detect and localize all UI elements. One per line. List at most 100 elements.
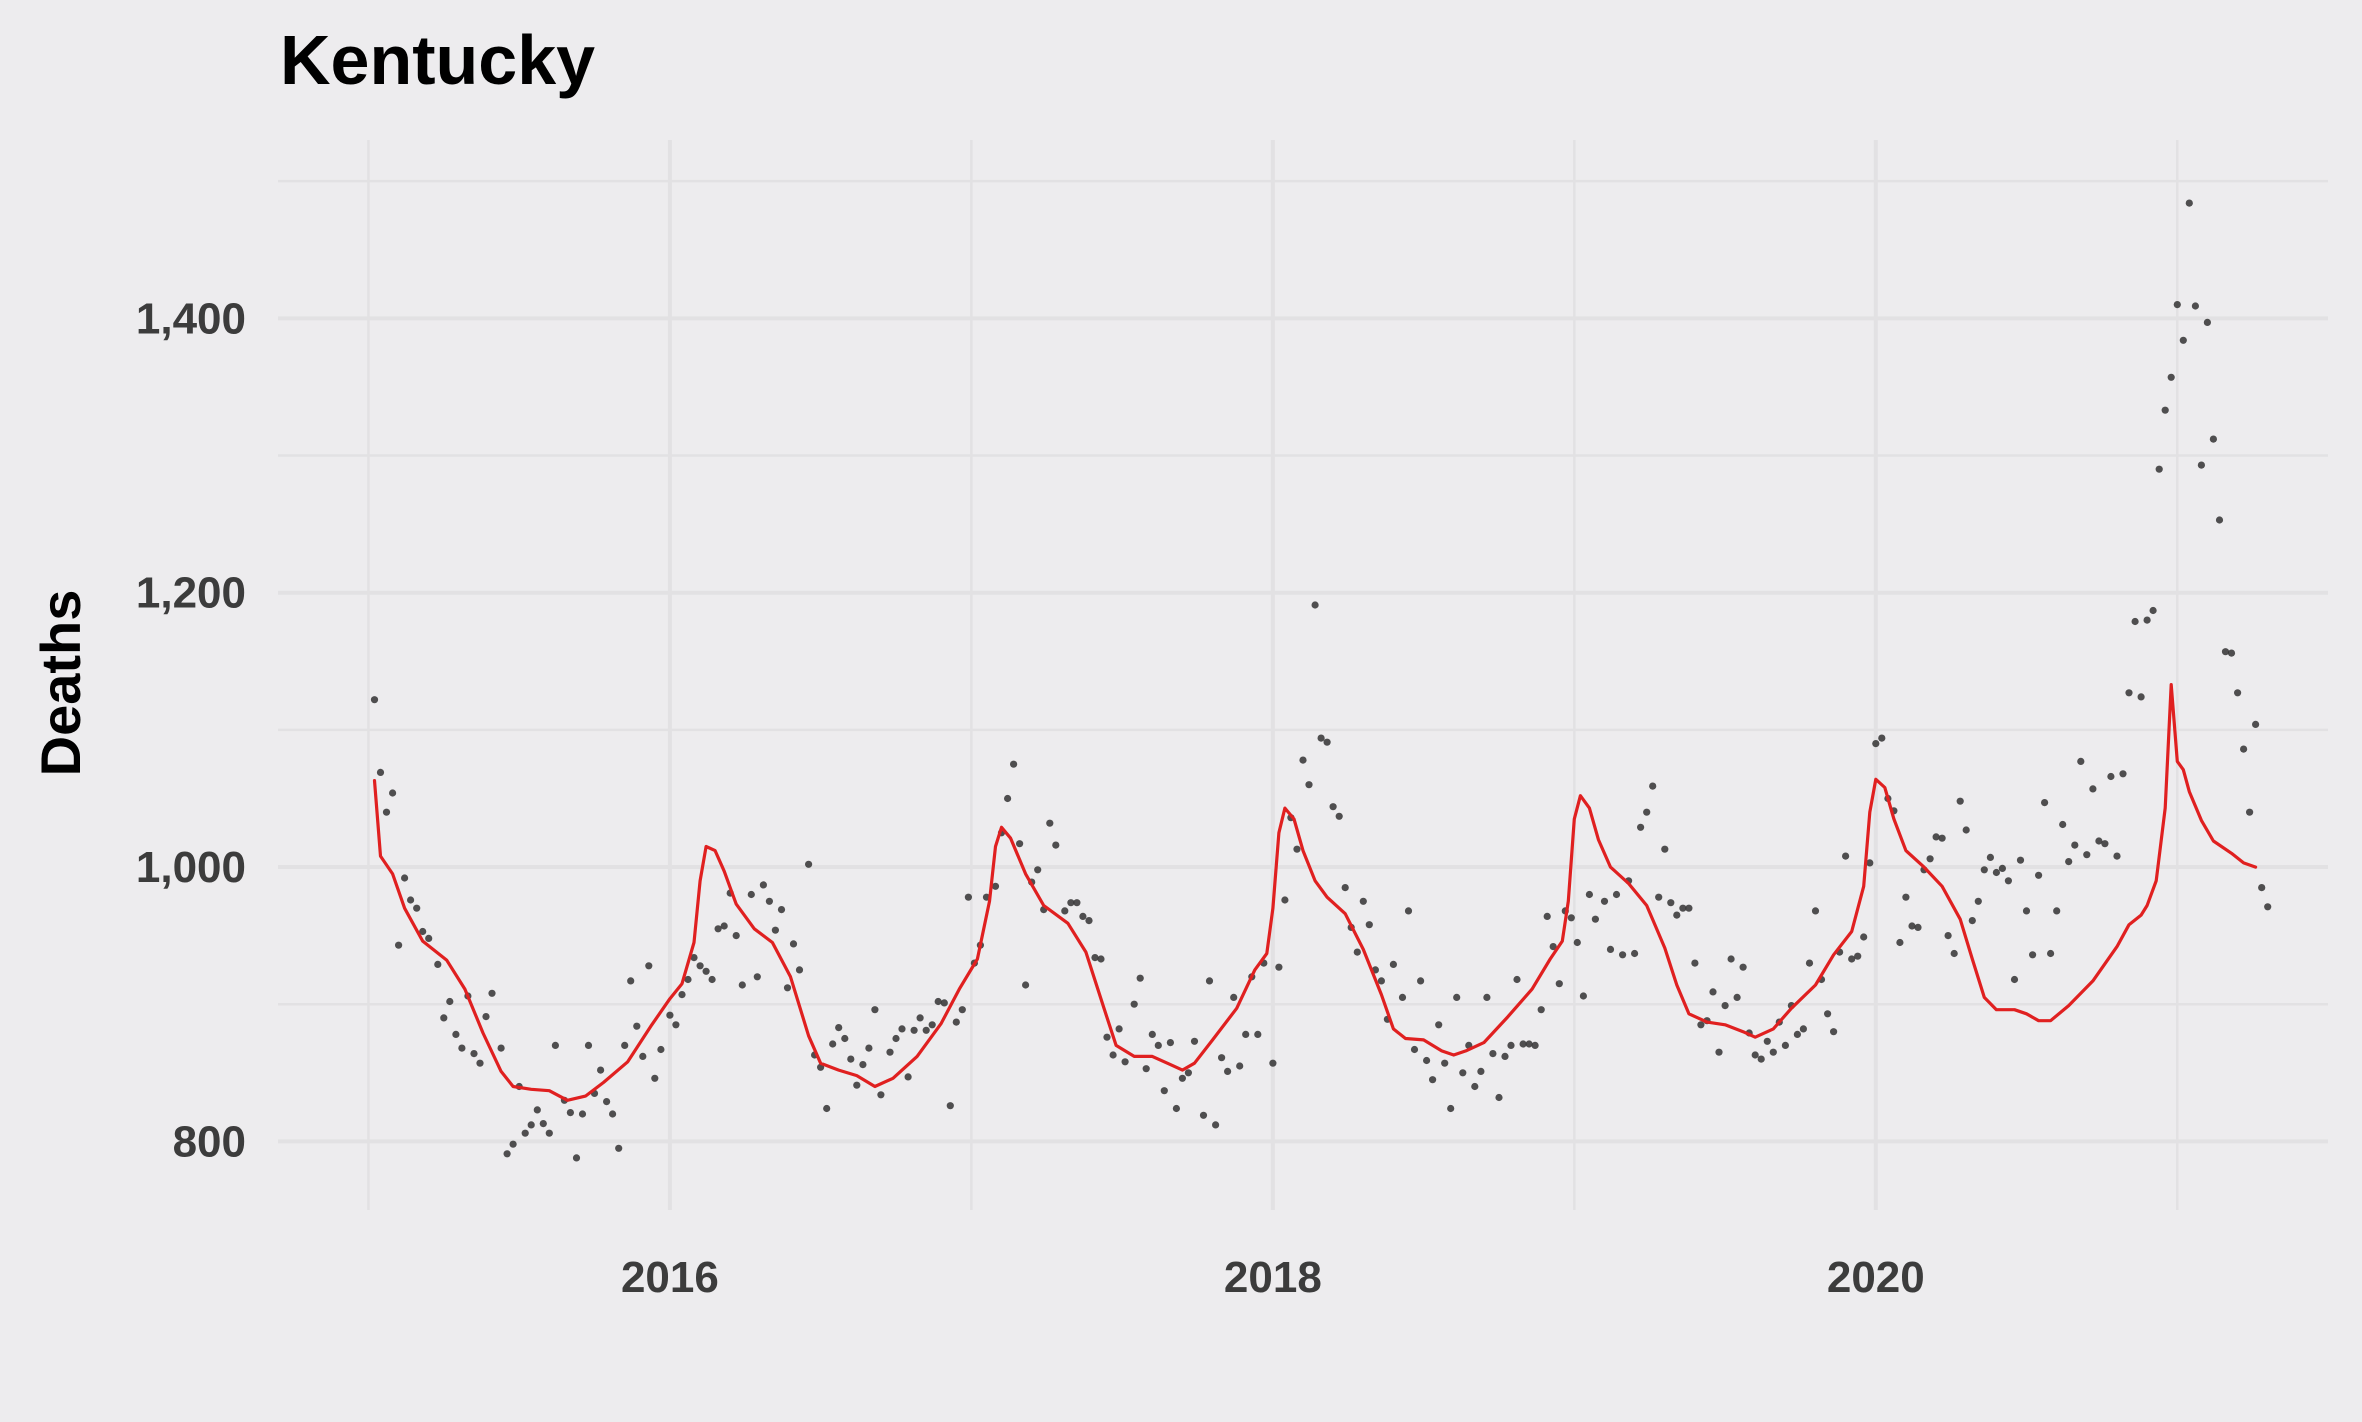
- data-point: [1600, 897, 1609, 905]
- data-point: [886, 1048, 894, 1056]
- data-point: [1275, 963, 1283, 971]
- data-point: [2053, 907, 2061, 915]
- data-point: [1160, 1087, 1168, 1095]
- data-point: [1519, 1040, 1527, 1048]
- data-point: [1619, 951, 1627, 959]
- data-point: [916, 1014, 924, 1022]
- data-point: [2047, 949, 2055, 958]
- data-point: [2209, 435, 2217, 443]
- data-point: [2161, 406, 2169, 414]
- data-point: [382, 808, 391, 816]
- data-point: [1281, 896, 1289, 904]
- data-point: [1998, 864, 2006, 873]
- data-point: [434, 960, 442, 969]
- data-point: [1739, 963, 1747, 971]
- data-point: [1335, 812, 1343, 820]
- data-point: [1353, 948, 1361, 956]
- data-point: [2065, 858, 2073, 866]
- data-point: [1537, 1006, 1545, 1014]
- data-point: [835, 1024, 843, 1032]
- data-point: [1205, 977, 1214, 985]
- data-point: [1733, 993, 1741, 1002]
- data-point: [578, 1110, 587, 1118]
- data-point: [545, 1129, 553, 1137]
- data-point: [1483, 993, 1491, 1002]
- data-point: [370, 696, 379, 704]
- data-point: [690, 954, 698, 962]
- data-point: [2252, 720, 2260, 729]
- data-point: [1992, 868, 2000, 877]
- data-point: [1962, 826, 1970, 834]
- data-point: [732, 932, 740, 940]
- data-point: [771, 926, 780, 934]
- data-point: [539, 1120, 547, 1128]
- data-point: [853, 1081, 861, 1089]
- data-point: [1046, 819, 1054, 827]
- data-point: [2185, 199, 2193, 207]
- data-point: [1531, 1041, 1539, 1049]
- data-point: [1591, 915, 1599, 923]
- data-point: [1643, 808, 1651, 816]
- data-point: [2125, 689, 2133, 697]
- data-point: [1317, 734, 1325, 742]
- data-point: [2149, 606, 2157, 615]
- data-point: [1932, 833, 1940, 841]
- grid-lines: [278, 140, 2328, 1210]
- data-point: [1986, 853, 1994, 862]
- data-point: [738, 981, 746, 989]
- data-point: [1655, 893, 1663, 901]
- data-point: [1793, 1030, 1801, 1038]
- data-point: [1585, 890, 1593, 899]
- data-point: [1377, 977, 1385, 985]
- data-point: [1938, 834, 1946, 842]
- data-point: [1052, 841, 1060, 849]
- data-point: [1004, 794, 1012, 803]
- data-point: [1685, 904, 1693, 912]
- data-point: [1417, 977, 1425, 985]
- data-point: [2131, 617, 2139, 626]
- chart-title: Kentucky: [280, 21, 595, 99]
- data-point: [615, 1144, 623, 1152]
- data-point: [1016, 840, 1024, 848]
- data-point: [1902, 893, 1910, 901]
- data-point: [946, 1102, 954, 1110]
- data-point: [1212, 1121, 1220, 1129]
- data-point: [759, 881, 768, 889]
- data-point: [1805, 959, 1814, 967]
- data-point: [1872, 740, 1880, 748]
- data-point: [1721, 1002, 1729, 1010]
- data-point: [2143, 616, 2151, 624]
- data-point: [2137, 693, 2145, 701]
- data-point: [777, 906, 786, 914]
- data-point: [2234, 689, 2242, 697]
- data-point: [1079, 912, 1087, 921]
- data-point: [1184, 1069, 1192, 1077]
- data-point: [1631, 949, 1639, 958]
- data-point: [2173, 301, 2181, 309]
- data-point: [1848, 955, 1856, 963]
- y-tick-label: 1,000: [136, 843, 246, 892]
- data-point: [1649, 782, 1657, 790]
- y-axis-ticks: 800 1,000 1,200 1,400: [136, 294, 246, 1166]
- data-point: [1459, 1069, 1467, 1077]
- y-axis-label: Deaths: [29, 590, 92, 777]
- data-point: [1423, 1056, 1431, 1065]
- data-point: [1121, 1058, 1129, 1066]
- data-point: [1323, 738, 1331, 746]
- data-point: [2029, 951, 2037, 959]
- data-point: [1842, 852, 1850, 860]
- data-point: [1926, 855, 1934, 863]
- data-point: [1230, 993, 1238, 1002]
- data-point: [1404, 907, 1413, 915]
- data-point: [2071, 841, 2079, 849]
- data-point: [753, 973, 761, 981]
- data-point: [527, 1121, 535, 1129]
- data-point: [509, 1140, 517, 1148]
- data-point: [1525, 1040, 1533, 1048]
- data-point: [603, 1098, 611, 1106]
- data-point: [1172, 1104, 1180, 1113]
- data-point: [1579, 992, 1587, 1000]
- data-point: [2107, 772, 2115, 781]
- data-point: [1769, 1048, 1777, 1056]
